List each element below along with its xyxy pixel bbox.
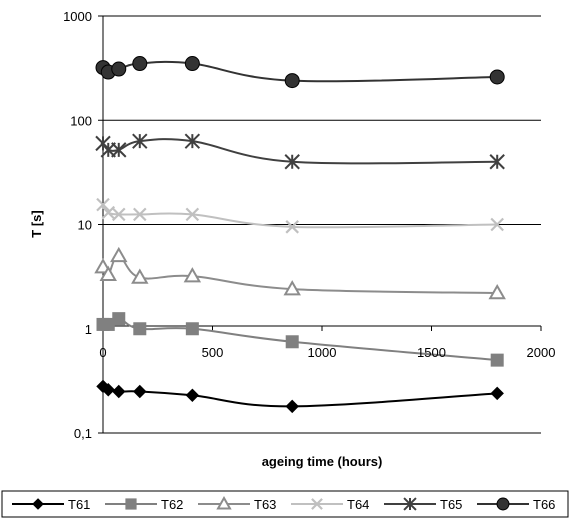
legend-label: T65	[440, 497, 462, 512]
legend-marker-triangle	[216, 496, 232, 510]
data-point-triangle	[488, 284, 506, 300]
data-point-triangle	[183, 267, 202, 283]
data-point-circle	[284, 73, 300, 89]
data-point-circle	[184, 56, 200, 72]
legend-label: T63	[254, 497, 276, 512]
data-point-diamond	[185, 388, 200, 402]
data-point-square	[133, 322, 147, 336]
legend-items: T61 T62 T63 T64 T65 T66	[12, 496, 555, 512]
data-point-x	[185, 207, 200, 222]
y-tick-labels: 0,1 1 10 100 1000	[63, 9, 92, 441]
series-t62	[96, 312, 504, 367]
series-line	[102, 60, 498, 83]
legend-label: T61	[68, 497, 90, 512]
legend-item-t65: T65	[384, 497, 462, 512]
y-tick-label: 100	[70, 113, 92, 128]
data-point-star	[184, 133, 201, 149]
data-point-square	[112, 312, 126, 326]
x-tick-label: 500	[202, 345, 224, 360]
x-tick-label: 0	[99, 345, 106, 360]
data-point-diamond	[112, 384, 126, 399]
legend-marker-circle	[496, 497, 510, 511]
data-point-x	[101, 205, 116, 220]
legend-item-t63: T63	[198, 496, 276, 512]
legend-item-t61: T61	[12, 497, 90, 512]
legend-label: T66	[533, 497, 555, 512]
data-point-diamond	[101, 383, 115, 397]
plot-area	[94, 15, 542, 434]
data-point-square	[185, 322, 199, 336]
data-point-x	[490, 217, 504, 232]
data-point-diamond	[490, 386, 504, 401]
legend-marker-diamond	[32, 498, 44, 510]
series-line	[102, 385, 498, 408]
legend-box	[1, 490, 569, 518]
x-tick-label: 1000	[308, 345, 337, 360]
data-point-triangle	[110, 246, 128, 263]
data-point-star	[284, 154, 300, 170]
y-tick-label: 1000	[63, 9, 92, 24]
data-point-diamond	[133, 384, 147, 399]
data-point-circle	[132, 56, 148, 72]
series-line	[102, 138, 498, 165]
legend-label: T64	[347, 497, 369, 512]
data-point-x	[285, 220, 299, 234]
data-point-triangle	[131, 268, 149, 284]
data-point-diamond	[285, 399, 299, 414]
series-t66	[95, 56, 505, 89]
legend-item-t66: T66	[477, 497, 555, 512]
data-point-square	[490, 353, 504, 367]
data-point-x	[133, 207, 147, 222]
x-tick-label: 2000	[527, 345, 556, 360]
legend-label: T62	[161, 497, 183, 512]
series-line	[102, 254, 498, 295]
x-axis-title: ageing time (hours)	[262, 454, 383, 469]
data-point-x	[96, 197, 110, 212]
series-layer	[94, 56, 506, 414]
series-t64	[96, 197, 504, 234]
series-t63	[94, 246, 506, 300]
data-point-circle	[489, 69, 505, 85]
data-point-star	[489, 154, 505, 170]
data-point-star	[132, 133, 148, 149]
data-point-star	[111, 142, 127, 158]
data-point-circle	[111, 61, 127, 77]
y-tick-label: 1	[85, 322, 92, 337]
legend-marker-star	[403, 497, 417, 511]
series-line	[102, 204, 498, 229]
data-point-triangle	[99, 265, 117, 281]
legend: T61 T62 T63 T64 T65 T66	[1, 490, 569, 518]
data-point-triangle	[283, 280, 301, 296]
data-point-x	[111, 207, 126, 222]
legend-marker-square	[125, 498, 137, 510]
legend-item-t64: T64	[291, 497, 369, 512]
series-t65	[95, 133, 505, 170]
x-tick-label: 1500	[417, 345, 446, 360]
legend-marker-x	[311, 498, 323, 510]
data-point-square	[285, 335, 299, 349]
legend-item-t62: T62	[105, 497, 183, 512]
y-tick-label: 10	[78, 218, 92, 233]
y-tick-label: 0,1	[74, 426, 92, 441]
series-t61	[96, 379, 504, 414]
y-axis-title: T [s]	[29, 210, 44, 237]
x-tick-labels: 0 500 1000 1500 2000	[99, 345, 555, 360]
